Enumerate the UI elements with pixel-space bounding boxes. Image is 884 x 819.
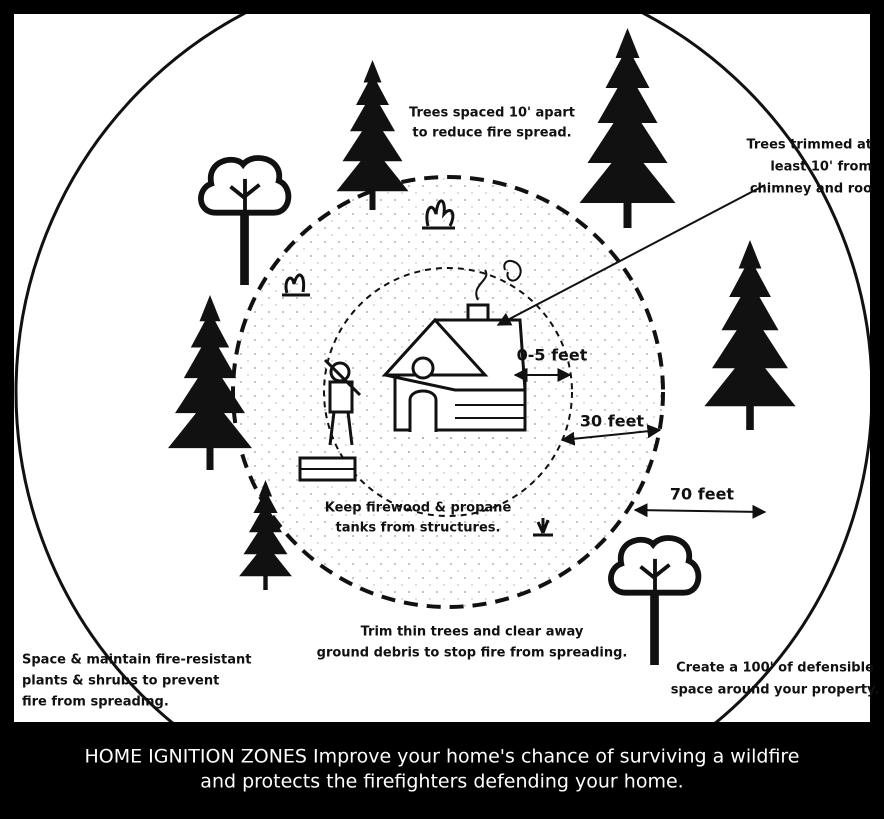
- label: Trim thin trees and clear away: [361, 625, 584, 640]
- infographic: Trees spaced 10' apart to reduce fire sp…: [0, 0, 884, 815]
- label: chimney and roo: [750, 182, 872, 197]
- caption: and protects the firefighters defending …: [200, 771, 683, 793]
- label: space around your property.: [671, 683, 880, 698]
- label: Space & maintain fire-resistant: [22, 653, 251, 668]
- label: ground debris to stop fire from spreadin…: [317, 646, 628, 661]
- distance-label: 70 feet: [670, 485, 735, 504]
- distance-label: 30 feet: [580, 412, 645, 431]
- label: Trees spaced 10' apart: [409, 106, 575, 121]
- label: Keep firewood & propane: [325, 501, 512, 516]
- label: fire from spreading.: [22, 695, 169, 710]
- caption: HOME IGNITION ZONES Improve your home's …: [84, 746, 799, 768]
- label: Trees trimmed at: [746, 138, 872, 153]
- label: tanks from structures.: [336, 521, 501, 536]
- label: to reduce fire spread.: [412, 126, 571, 141]
- label: Create a 100' of defensible: [676, 661, 874, 676]
- distance-label: 0-5 feet: [517, 346, 588, 365]
- label: plants & shrubs to prevent: [22, 674, 219, 689]
- label: least 10' from: [770, 160, 872, 175]
